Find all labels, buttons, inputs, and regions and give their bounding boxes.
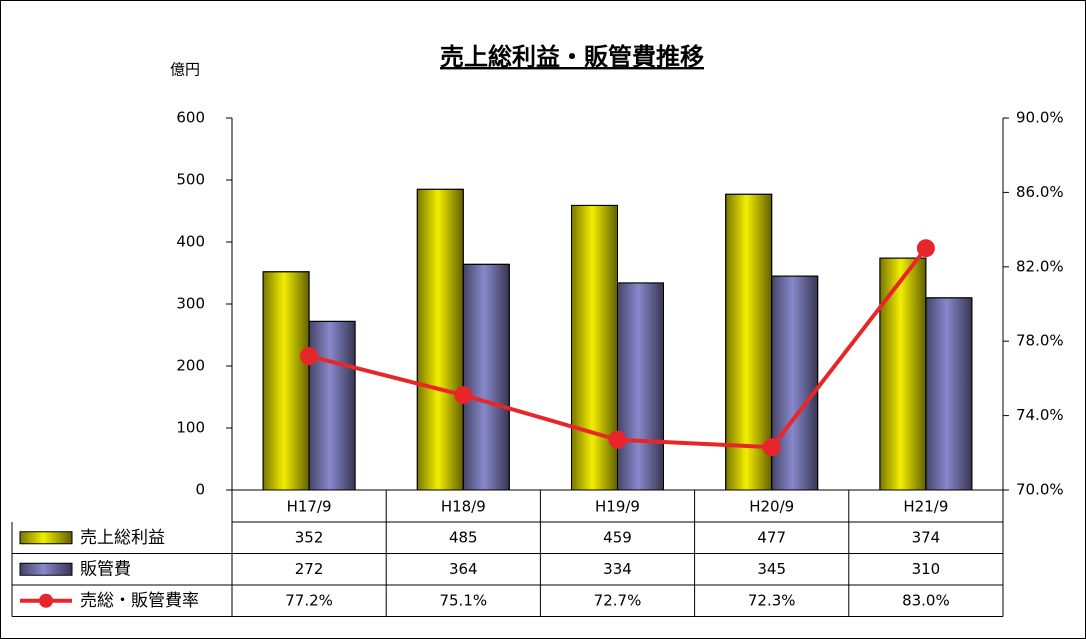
x-tick-label: H21/9 — [903, 498, 948, 516]
legend-swatch-shade — [20, 563, 72, 576]
x-tick-label: H18/9 — [441, 498, 486, 516]
table-value: 72.3% — [748, 591, 796, 609]
marker — [762, 438, 781, 457]
legend-label: 販管費 — [80, 559, 131, 579]
x-tick-label: H17/9 — [287, 498, 332, 516]
chart-title: 売上総利益・販管費推移 — [440, 43, 704, 71]
y-tick-label: 600 — [176, 109, 205, 127]
y2-tick-label: 90.0% — [1016, 109, 1064, 127]
table-value: 83.0% — [902, 591, 950, 609]
y-tick-label: 500 — [176, 171, 205, 189]
table-value: 459 — [603, 528, 632, 546]
bar-shade — [571, 204, 618, 491]
y2-tick-label: 70.0% — [1016, 481, 1064, 499]
marker — [608, 430, 627, 449]
bar-shade — [416, 188, 464, 491]
legend-swatch-shade — [20, 531, 72, 544]
x-tick-label: H19/9 — [595, 498, 640, 516]
table-value: 364 — [449, 560, 478, 578]
y-tick-label: 0 — [195, 481, 205, 499]
table-value: 72.7% — [594, 591, 642, 609]
y2-tick-label: 74.0% — [1016, 406, 1064, 424]
table-value: 272 — [295, 560, 324, 578]
y-axis-label: 億円 — [170, 61, 200, 79]
table-value: 352 — [295, 528, 324, 546]
table-value: 345 — [757, 560, 786, 578]
y2-tick-label: 86.0% — [1016, 183, 1064, 201]
table-value: 485 — [449, 528, 478, 546]
marker — [300, 347, 319, 366]
bar-shade — [879, 257, 927, 491]
y-tick-label: 300 — [176, 295, 205, 313]
table-value: 75.1% — [439, 591, 487, 609]
x-tick-label: H20/9 — [749, 498, 794, 516]
bar-shade — [262, 271, 310, 491]
bar-shade — [308, 320, 356, 491]
table-value: 310 — [912, 560, 941, 578]
marker — [916, 239, 935, 258]
bar-shade — [462, 263, 510, 491]
y-tick-label: 200 — [176, 357, 205, 375]
bar-shade — [771, 275, 819, 491]
legend-marker — [39, 593, 53, 608]
marker — [454, 386, 473, 405]
y2-tick-label: 82.0% — [1016, 257, 1064, 275]
bar-shade — [925, 297, 973, 491]
bar-shade — [617, 282, 664, 491]
table-value: 334 — [603, 560, 632, 578]
y-tick-label: 400 — [176, 233, 205, 251]
table-value: 77.2% — [285, 591, 333, 609]
y-tick-label: 100 — [176, 419, 205, 437]
table-value: 374 — [912, 528, 941, 546]
table-value: 477 — [757, 528, 786, 546]
legend-label: 売上総利益 — [80, 528, 165, 548]
bar-shade — [725, 193, 773, 491]
legend-label: 売総・販管費率 — [80, 591, 199, 611]
y2-tick-label: 78.0% — [1016, 332, 1064, 350]
